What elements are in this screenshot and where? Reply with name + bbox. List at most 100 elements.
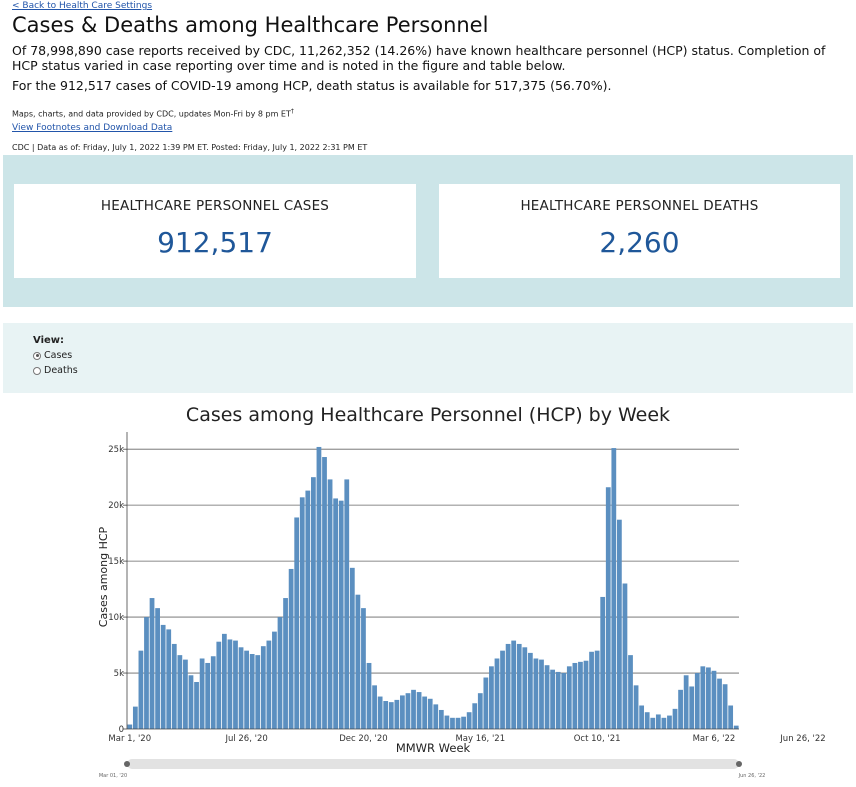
bar xyxy=(416,692,422,729)
bar xyxy=(422,696,428,729)
kpi-panel: HEALTHCARE PERSONNEL CASES 912,517 HEALT… xyxy=(3,155,853,307)
bar xyxy=(299,497,305,729)
range-slider-end-handle[interactable] xyxy=(736,761,742,767)
bar xyxy=(171,643,177,729)
provided-by-text: Maps, charts, and data provided by CDC, … xyxy=(12,109,291,119)
view-option-cases[interactable]: Cases xyxy=(33,350,72,361)
chart-gridlines xyxy=(127,448,739,674)
bar xyxy=(383,701,389,729)
bar xyxy=(327,479,333,729)
intro-paragraph: Of 78,998,890 case reports received by C… xyxy=(12,43,826,73)
bar xyxy=(183,659,188,729)
hcp-deaths-label: HEALTHCARE PERSONNEL DEATHS xyxy=(520,198,759,214)
bar xyxy=(283,598,288,729)
bar xyxy=(177,655,183,729)
bar xyxy=(255,655,261,729)
bar xyxy=(689,686,695,729)
bar xyxy=(305,490,311,729)
bar xyxy=(505,643,511,729)
bar xyxy=(483,677,489,729)
bar xyxy=(466,712,472,729)
hcp-cases-card: HEALTHCARE PERSONNEL CASES 912,517 xyxy=(14,184,416,278)
bar xyxy=(628,655,633,729)
y-axis-title: Cases among HCP xyxy=(97,526,110,627)
footnotes-download-link[interactable]: View Footnotes and Download Data xyxy=(12,123,173,133)
view-selector-panel: View: Cases Deaths xyxy=(3,323,853,393)
bar xyxy=(372,685,377,729)
bar xyxy=(678,689,683,729)
bar xyxy=(477,693,483,729)
bar xyxy=(132,706,138,729)
cases-radio[interactable] xyxy=(33,351,41,360)
provided-by-footnote-mark: † xyxy=(290,108,294,115)
bar xyxy=(694,673,700,729)
bar xyxy=(266,640,272,729)
bar xyxy=(489,666,494,729)
bar xyxy=(355,594,361,729)
bar xyxy=(522,647,528,729)
bar xyxy=(539,659,544,729)
range-slider[interactable]: Mar 01, '20 Jun 26, '22 xyxy=(99,759,766,779)
bar xyxy=(605,487,611,729)
chart-axes: 0 5k 10k 15k 20k 25k Mar 1, '20 Jul 26, '20 Dec … xyxy=(108,432,826,744)
x-tick-label: Mar 6, '22 xyxy=(693,734,736,744)
bar xyxy=(199,658,205,729)
bar xyxy=(294,517,300,729)
y-tick-label: 10k xyxy=(108,613,124,623)
bar xyxy=(728,705,734,729)
x-tick-label: Jul 26, '20 xyxy=(224,734,267,744)
bar xyxy=(311,477,316,729)
bar xyxy=(210,656,216,729)
x-tick-label: Mar 1, '20 xyxy=(108,734,151,744)
y-tick-label: 15k xyxy=(108,557,124,567)
y-tick-label: 5k xyxy=(114,669,124,679)
bar xyxy=(683,675,689,729)
bar xyxy=(438,709,444,729)
x-tick-label: Dec 20, '20 xyxy=(339,734,388,744)
bar xyxy=(572,662,578,729)
range-slider-track[interactable] xyxy=(127,759,739,769)
bar xyxy=(561,673,567,729)
bar xyxy=(244,650,249,729)
bar xyxy=(461,716,466,729)
hcp-deaths-value: 2,260 xyxy=(599,226,680,259)
hcp-cases-chart: Cases among Healthcare Personnel (HCP) b… xyxy=(97,404,826,779)
range-slider-start-label: Mar 01, '20 xyxy=(99,773,127,779)
bar xyxy=(494,658,500,729)
bar xyxy=(361,608,366,729)
back-to-settings-link[interactable]: < Back to Health Care Settings xyxy=(12,1,153,11)
bar xyxy=(589,651,594,729)
bar xyxy=(400,695,405,729)
bar xyxy=(472,703,478,729)
bar xyxy=(394,699,400,729)
bar xyxy=(639,705,645,729)
bar xyxy=(272,631,277,729)
bar xyxy=(166,629,172,729)
bar xyxy=(205,662,211,729)
bar xyxy=(566,666,572,729)
bar xyxy=(555,671,561,729)
hcp-deaths-card: HEALTHCARE PERSONNEL DEATHS 2,260 xyxy=(439,184,840,278)
bar xyxy=(216,641,222,729)
bar xyxy=(500,650,505,729)
bar xyxy=(717,678,722,729)
deaths-radio-label: Deaths xyxy=(44,365,78,376)
cases-radio-label: Cases xyxy=(44,350,73,361)
bar xyxy=(333,498,339,729)
death-status-paragraph: For the 912,517 cases of COVID-19 among … xyxy=(12,78,612,93)
bar xyxy=(600,596,606,729)
bar xyxy=(377,696,383,729)
view-option-deaths[interactable]: Deaths xyxy=(33,365,78,376)
y-tick-label: 20k xyxy=(108,501,124,511)
deaths-radio[interactable] xyxy=(33,366,41,375)
range-slider-start-handle[interactable] xyxy=(124,761,130,767)
bar xyxy=(322,457,327,729)
bar xyxy=(160,624,166,729)
view-label: View: xyxy=(33,335,65,346)
bar xyxy=(711,670,717,729)
bar xyxy=(622,583,628,729)
bar xyxy=(194,681,199,729)
bar xyxy=(366,662,372,729)
hcp-cases-value: 912,517 xyxy=(157,226,273,259)
bar xyxy=(611,448,617,729)
